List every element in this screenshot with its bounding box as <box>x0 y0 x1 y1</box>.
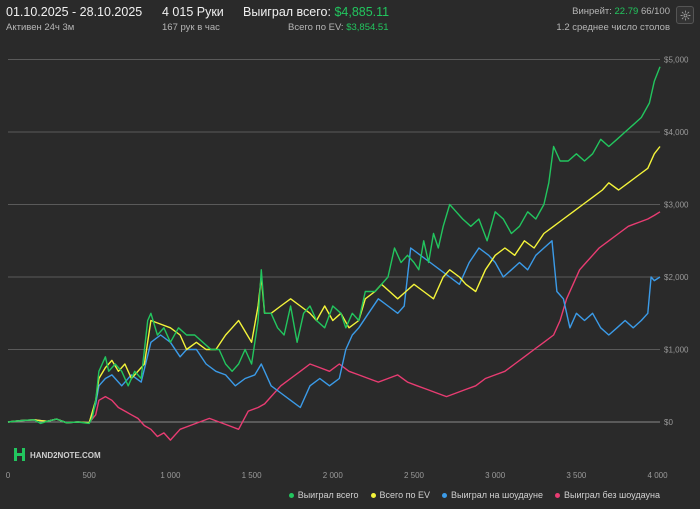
legend-item-non_showdown[interactable]: Выиграл без шоудауна <box>555 490 660 500</box>
logo-text: HAND2NOTE.COM <box>30 451 101 460</box>
x-axis-ticks: 0 500 1 000 1 500 2 000 2 500 3 000 3 500 4 000 <box>6 471 668 480</box>
series-line-won <box>7 66 661 425</box>
x-tick-label: 0 <box>6 471 11 480</box>
date-range: 01.10.2025 - 28.10.2025 <box>6 5 143 19</box>
legend-item-showdown[interactable]: Выиграл на шоудауне <box>442 490 543 500</box>
series-line-showdown <box>7 240 661 424</box>
hands-per-hour: 167 рук в час <box>162 22 220 33</box>
y-tick-label: $0 <box>664 418 673 427</box>
x-tick-label: 1 000 <box>160 471 181 480</box>
y-axis-ticks: $0 $1,000 $2,000 $3,000 $4,000 $5,000 <box>664 56 689 428</box>
active-time: Активен 24ч 3м <box>6 22 75 33</box>
legend-label: Выиграл всего <box>297 490 359 500</box>
ev-total: Всего по EV: $3,854.51 <box>288 22 388 33</box>
ev-total-value: $3,854.51 <box>346 22 389 33</box>
x-tick-label: 1 500 <box>242 471 263 480</box>
x-tick-label: 4 000 <box>648 471 669 480</box>
series-line-ev <box>7 146 661 424</box>
logo: HAND2NOTE.COM <box>14 448 101 461</box>
y-tick-label: $4,000 <box>664 128 689 137</box>
winrate: Винрейт: 22.79 66/100 <box>572 6 670 17</box>
header: 01.10.2025 - 28.10.2025 Активен 24ч 3м 4… <box>0 0 700 38</box>
legend: Выиграл всего Всего по EV Выиграл на шоуда… <box>288 490 660 500</box>
hand2note-logo-icon <box>14 448 25 461</box>
settings-button[interactable] <box>676 6 694 24</box>
won-total-label: Выиграл всего: <box>243 5 331 19</box>
y-tick-label: $2,000 <box>664 273 689 282</box>
legend-dot-icon <box>555 492 560 498</box>
x-tick-label: 3 500 <box>566 471 587 480</box>
winrate-value: 22.79 <box>614 6 639 17</box>
legend-item-ev[interactable]: Всего по EV <box>370 490 431 500</box>
x-tick-label: 3 000 <box>485 471 506 480</box>
series-lines <box>7 66 661 441</box>
profit-chart: 0 500 1 000 1 500 2 000 2 500 3 000 3 500 4 000 … <box>6 56 689 481</box>
winrate-label: Винрейт: <box>572 6 612 17</box>
legend-label: Выиграл без шоудауна <box>564 490 660 500</box>
series-line-non_showdown <box>7 211 661 441</box>
legend-dot-icon <box>288 492 294 498</box>
y-tick-label: $5,000 <box>664 56 689 65</box>
won-total-value: $4,885.11 <box>334 5 390 19</box>
y-tick-label: $1,000 <box>664 346 689 355</box>
gear-icon <box>679 9 691 21</box>
ev-total-label: Всего по EV: <box>288 22 344 33</box>
legend-label: Всего по EV <box>379 490 431 500</box>
winrate-suffix: 66/100 <box>640 6 670 17</box>
won-total: Выиграл всего: $4,885.11 <box>243 5 389 19</box>
x-tick-label: 2 000 <box>323 471 344 480</box>
hands-count: 4 015 Руки <box>162 5 224 19</box>
x-tick-label: 500 <box>83 471 97 480</box>
legend-dot-icon <box>370 492 376 498</box>
legend-item-won[interactable]: Выиграл всего <box>288 490 359 500</box>
grid <box>8 59 660 423</box>
legend-label: Выиграл на шоудауне <box>451 490 543 500</box>
x-tick-label: 2 500 <box>404 471 425 480</box>
y-tick-label: $3,000 <box>664 201 689 210</box>
avg-tables: 1.2 среднее число столов <box>556 22 670 33</box>
legend-dot-icon <box>442 492 448 498</box>
